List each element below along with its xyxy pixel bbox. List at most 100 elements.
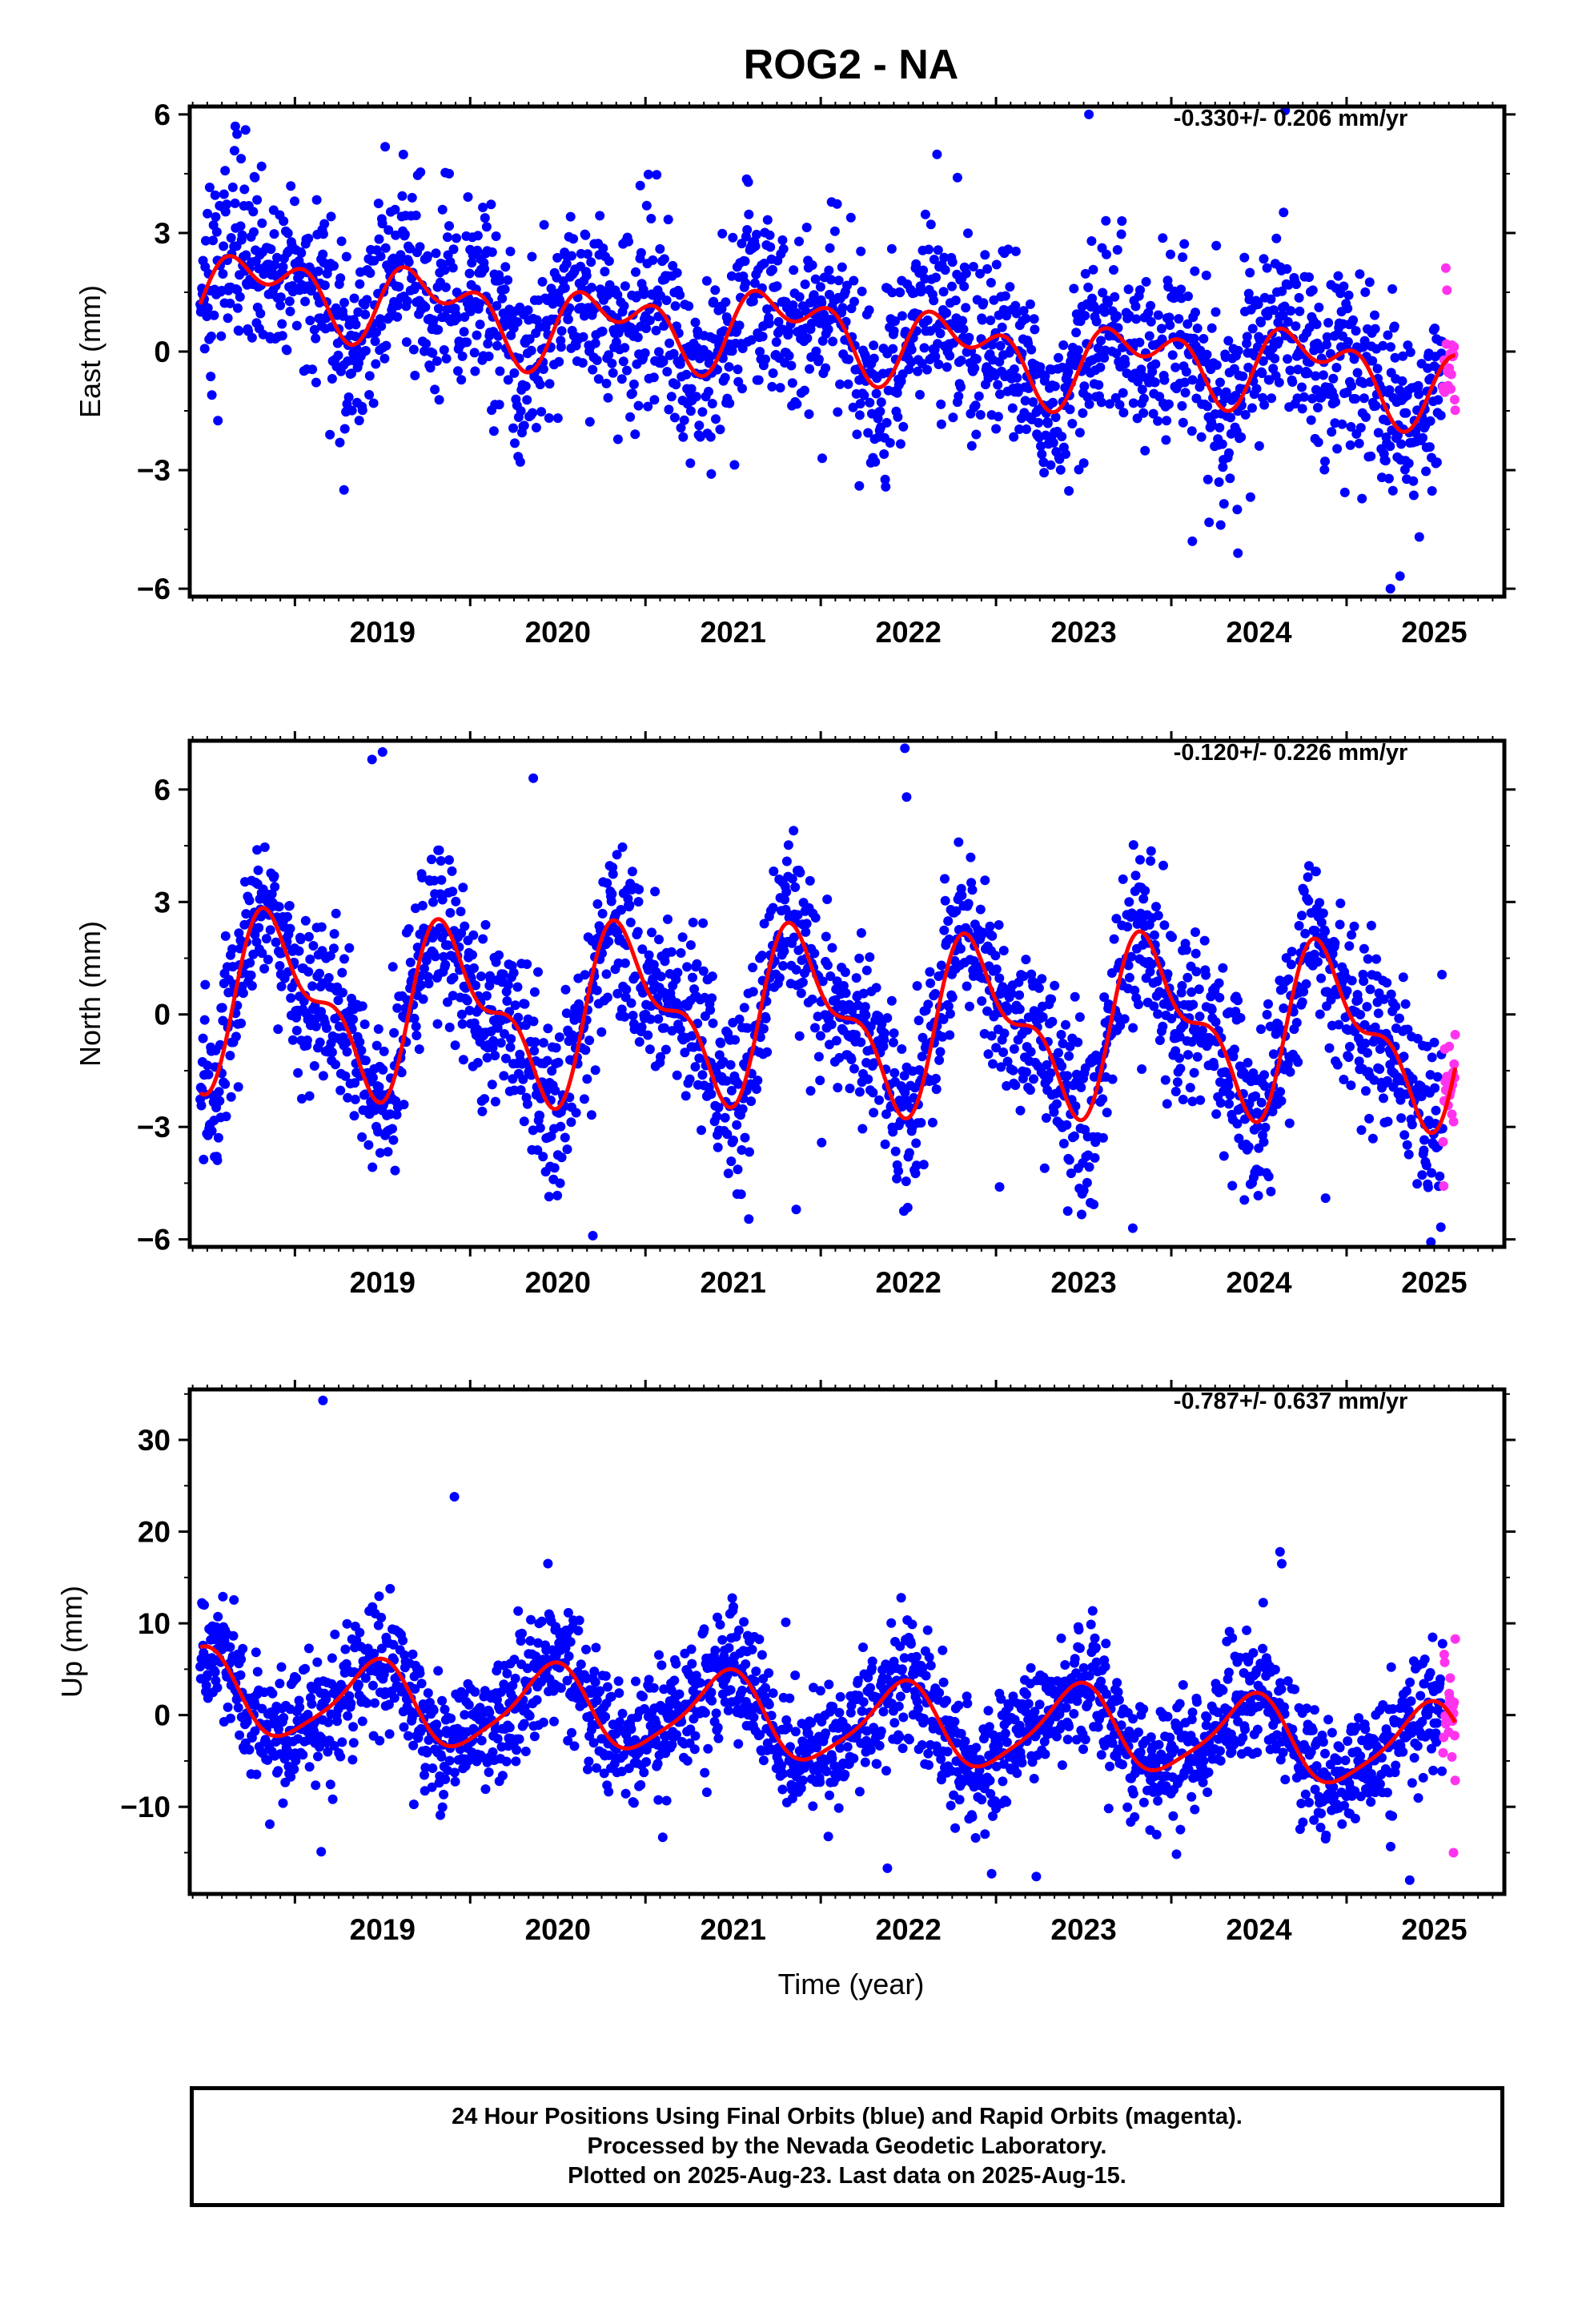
east-final-point [1395, 571, 1405, 581]
east-final-point [1283, 316, 1293, 327]
east-final-point [311, 333, 321, 344]
east-final-point [209, 310, 219, 320]
east-final-point [603, 392, 613, 403]
north-final-point [1178, 1095, 1188, 1104]
north-final-point [505, 1042, 516, 1052]
east-final-point [377, 219, 387, 229]
north-final-point [363, 1140, 374, 1150]
north-final-point [1347, 975, 1357, 986]
north-final-point [886, 995, 897, 1006]
east-final-point [750, 241, 761, 251]
north-final-point [1118, 874, 1128, 884]
east-final-point [380, 243, 391, 253]
north-final-point [551, 1043, 561, 1053]
east-final-point [1414, 389, 1424, 400]
east-final-point [817, 453, 827, 464]
north-final-point [456, 907, 466, 917]
north-final-point [1356, 1125, 1367, 1136]
east-final-point [295, 270, 305, 280]
north-final-point [801, 919, 812, 929]
up-final-point [278, 1798, 288, 1808]
east-final-point [319, 219, 330, 229]
north-final-point [1229, 1044, 1239, 1055]
north-final-point [672, 1070, 682, 1080]
east-final-point [560, 283, 570, 293]
east-final-point [640, 348, 650, 358]
east-final-point [1117, 216, 1127, 226]
north-final-point [608, 869, 618, 879]
east-final-point [947, 281, 957, 292]
east-final-point [768, 264, 777, 275]
north-final-point [1279, 1003, 1289, 1013]
east-final-point [581, 271, 592, 281]
north-final-point [519, 1116, 529, 1127]
east-final-point [1050, 381, 1060, 392]
north-final-point [602, 992, 612, 1003]
north-final-point [245, 958, 255, 968]
north-final-point [432, 1019, 443, 1029]
east-final-point [335, 437, 345, 448]
north-final-point [602, 878, 612, 888]
east-final-point [646, 214, 656, 223]
north-final-point [468, 930, 479, 940]
east-final-point [966, 440, 977, 451]
east-final-point [565, 211, 576, 222]
east-final-point [1351, 326, 1361, 336]
east-final-point [845, 212, 856, 223]
north-final-point [666, 947, 677, 957]
north-outlier-point [1320, 1193, 1331, 1204]
east-final-point [539, 219, 549, 230]
east-final-point [757, 332, 768, 342]
north-final-point [1315, 1009, 1325, 1019]
north-final-point [303, 967, 314, 977]
east-final-point [1271, 233, 1282, 243]
east-final-point [325, 429, 335, 440]
north-final-point [1435, 1171, 1445, 1181]
north-final-point [1058, 1139, 1069, 1148]
east-final-point [675, 359, 685, 369]
east-final-point [433, 324, 444, 335]
east-final-point [457, 351, 468, 361]
north-final-point [1335, 899, 1346, 908]
north-final-point [584, 1035, 595, 1046]
east-final-point [1285, 365, 1295, 376]
east-final-point [202, 312, 212, 321]
east-final-point [1048, 437, 1058, 448]
north-final-point [1009, 1043, 1019, 1054]
east-final-point [1180, 388, 1191, 398]
east-final-point [203, 303, 213, 313]
east-final-point [711, 414, 721, 424]
east-final-point [1164, 312, 1174, 323]
north-final-point [939, 925, 950, 935]
north-final-point [1015, 1105, 1026, 1116]
north-final-point [304, 1091, 315, 1101]
east-final-point [1267, 393, 1277, 404]
north-final-point [560, 984, 571, 995]
east-final-point [307, 283, 317, 293]
north-final-point [1158, 860, 1168, 870]
north-final-point [994, 920, 1004, 930]
north-final-point [458, 883, 468, 893]
east-final-point [649, 395, 660, 405]
north-final-point [436, 856, 446, 866]
east-final-point [440, 265, 450, 275]
east-final-point [1054, 352, 1063, 363]
east-final-point [510, 438, 520, 448]
north-final-point [300, 915, 311, 926]
up-final-point [223, 1702, 233, 1712]
east-final-point [1219, 499, 1229, 509]
east-final-point [1064, 486, 1074, 496]
north-final-point [1154, 1035, 1165, 1045]
north-final-point [199, 1015, 210, 1025]
north-final-point [458, 1055, 468, 1065]
east-final-point [1306, 415, 1316, 425]
east-final-point [1069, 283, 1079, 294]
east-final-point [1179, 377, 1190, 388]
north-final-point [311, 1021, 321, 1031]
north-final-point [911, 1138, 921, 1148]
east-final-point [500, 262, 511, 272]
east-final-point [933, 245, 943, 255]
east-final-point [286, 181, 296, 191]
east-final-point [1212, 386, 1223, 396]
